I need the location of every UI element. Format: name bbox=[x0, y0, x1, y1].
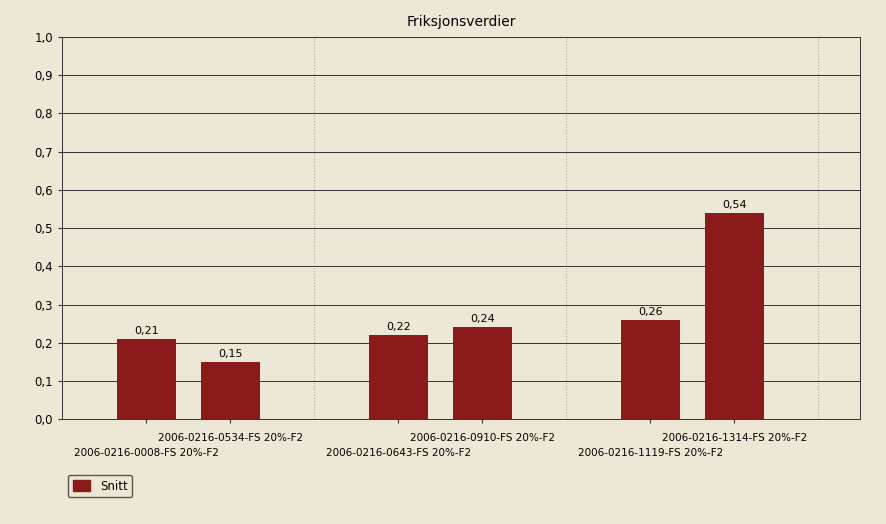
Legend: Snitt: Snitt bbox=[68, 475, 132, 497]
Bar bbox=[200, 362, 260, 419]
Text: 2006-0216-0643-FS 20%-F2: 2006-0216-0643-FS 20%-F2 bbox=[325, 448, 470, 458]
Text: 0,15: 0,15 bbox=[218, 349, 242, 359]
Text: 2006-0216-1314-FS 20%-F2: 2006-0216-1314-FS 20%-F2 bbox=[661, 433, 806, 443]
Text: 2006-0216-0534-FS 20%-F2: 2006-0216-0534-FS 20%-F2 bbox=[158, 433, 302, 443]
Text: 0,26: 0,26 bbox=[637, 307, 662, 317]
Text: 2006-0216-0008-FS 20%-F2: 2006-0216-0008-FS 20%-F2 bbox=[74, 448, 218, 458]
Text: 0,21: 0,21 bbox=[134, 326, 159, 336]
Text: 2006-0216-1119-FS 20%-F2: 2006-0216-1119-FS 20%-F2 bbox=[577, 448, 722, 458]
Bar bbox=[620, 320, 679, 419]
Bar bbox=[704, 213, 763, 419]
Text: 2006-0216-0910-FS 20%-F2: 2006-0216-0910-FS 20%-F2 bbox=[409, 433, 554, 443]
Bar bbox=[369, 335, 427, 419]
Text: 0,24: 0,24 bbox=[470, 314, 494, 324]
Bar bbox=[117, 339, 175, 419]
Text: 0,54: 0,54 bbox=[721, 200, 746, 210]
Title: Friksjonsverdier: Friksjonsverdier bbox=[406, 15, 516, 29]
Text: 0,22: 0,22 bbox=[385, 322, 410, 332]
Bar bbox=[453, 328, 511, 419]
